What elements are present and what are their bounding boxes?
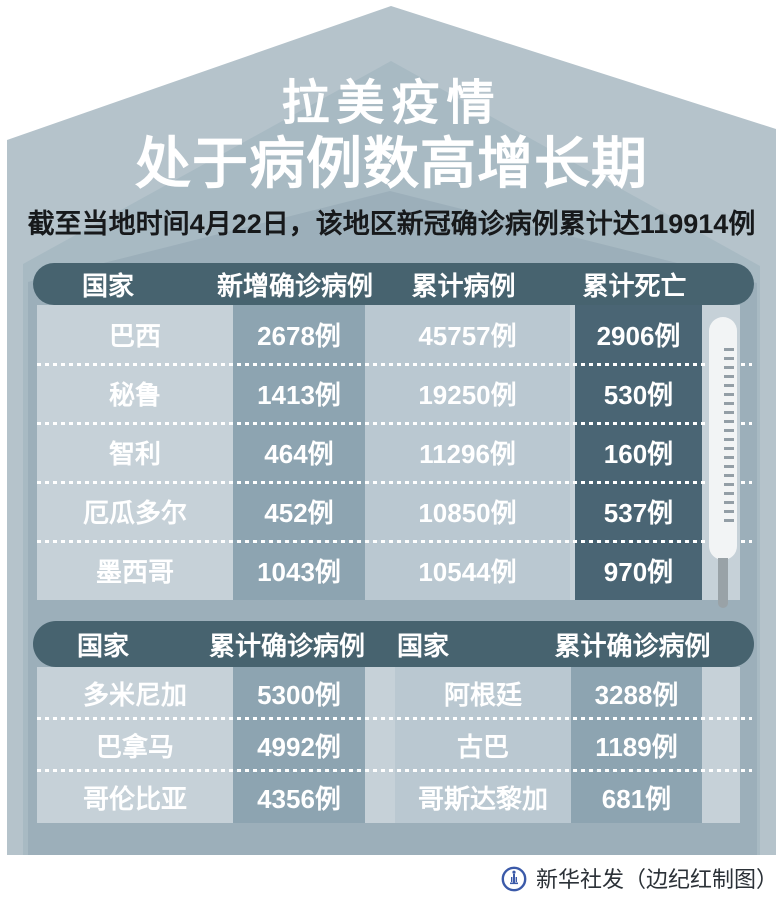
header-cell-country: 国家 bbox=[81, 270, 134, 301]
title-line-1: 拉美疫情 bbox=[281, 77, 502, 130]
row-divider bbox=[37, 717, 752, 720]
deaths-cell: 970例 bbox=[603, 557, 674, 587]
total-cases-cell: 3288例 bbox=[594, 679, 679, 710]
row-divider bbox=[37, 422, 752, 425]
total-cases-cell: 10544例 bbox=[418, 557, 517, 587]
thermometer-icon bbox=[709, 317, 737, 617]
table-row: 哥伦比亚 4356例 哥斯达黎加 681例 bbox=[37, 771, 740, 823]
thermometer-stem bbox=[718, 558, 728, 608]
table-row: 多米尼加 5300例 阿根廷 3288例 bbox=[37, 667, 740, 719]
new-cases-cell: 1413例 bbox=[257, 380, 341, 410]
country-cell: 阿根廷 bbox=[443, 679, 522, 710]
total-cases-cell: 1189例 bbox=[595, 731, 678, 762]
table-row: 厄瓜多尔 452例 10850例 537例 bbox=[37, 482, 740, 541]
new-cases-cell: 2678例 bbox=[257, 321, 341, 351]
thermometer-ticks bbox=[724, 348, 734, 524]
country-cell: 古巴 bbox=[456, 731, 509, 762]
table-row: 秘鲁 1413例 19250例 530例 bbox=[37, 364, 740, 423]
row-divider bbox=[37, 769, 752, 772]
total-cases-cell: 11296例 bbox=[419, 439, 516, 469]
column-band-total-cases bbox=[233, 667, 365, 823]
deaths-cell: 537例 bbox=[603, 498, 674, 528]
header-cell-deaths: 累计死亡 bbox=[582, 270, 687, 301]
total-cases-cell: 10850例 bbox=[418, 498, 517, 528]
page-title: 拉美疫情 处于病例数高增长期 bbox=[7, 76, 776, 196]
new-cases-cell: 464例 bbox=[264, 439, 334, 469]
secondary-table: 国家 累计确诊病例 国家 累计确诊病例 多米尼加 5300例 阿根廷 3288例… bbox=[33, 621, 754, 823]
table-row: 墨西哥 1043例 10544例 970例 bbox=[37, 541, 740, 600]
total-cases-cell: 4992例 bbox=[257, 731, 341, 762]
main-table: 国家 新增确诊病例 累计病例 累计死亡 巴西 2678例 45757例 2906… bbox=[33, 263, 754, 600]
table-row: 巴拿马 4992例 古巴 1189例 bbox=[37, 719, 740, 771]
credit-text: 新华社发（边纪红制图） bbox=[536, 867, 779, 892]
country-cell: 智利 bbox=[108, 439, 161, 469]
footer-credit: 新华社发（边纪红制图） bbox=[0, 858, 783, 900]
poster-background: 拉美疫情 处于病例数高增长期 截至当地时间4月22日，该地区新冠确诊病例累计达1… bbox=[7, 6, 776, 855]
total-cases-cell: 5300例 bbox=[257, 679, 341, 710]
column-band-total-cases bbox=[365, 305, 570, 600]
deaths-cell: 530例 bbox=[603, 380, 674, 410]
title-line-2: 处于病例数高增长期 bbox=[135, 132, 648, 195]
country-cell: 厄瓜多尔 bbox=[82, 498, 187, 528]
country-cell: 哥伦比亚 bbox=[82, 783, 187, 814]
country-cell: 秘鲁 bbox=[108, 380, 161, 410]
new-cases-cell: 1043例 bbox=[257, 557, 341, 587]
deaths-cell: 2906例 bbox=[596, 321, 681, 351]
total-cases-cell: 45757例 bbox=[418, 321, 517, 351]
table-row: 智利 464例 11296例 160例 bbox=[37, 423, 740, 482]
column-band-deaths bbox=[575, 305, 702, 600]
secondary-table-body bbox=[37, 667, 740, 823]
total-cases-cell: 19250例 bbox=[418, 380, 517, 410]
main-table-body bbox=[37, 305, 740, 600]
subtitle: 截至当地时间4月22日，该地区新冠确诊病例累计达119914例 bbox=[27, 209, 756, 239]
new-cases-cell: 452例 bbox=[264, 498, 334, 528]
column-band-country bbox=[395, 667, 571, 823]
header-cell-country: 国家 bbox=[396, 630, 449, 661]
row-divider bbox=[37, 540, 752, 543]
column-band-total-cases bbox=[571, 667, 702, 823]
country-cell: 墨西哥 bbox=[95, 557, 174, 587]
column-band-new-cases bbox=[233, 305, 365, 600]
header-cell-country: 国家 bbox=[76, 630, 129, 661]
country-cell: 哥斯达黎加 bbox=[417, 783, 548, 814]
header-cell-new-cases: 新增确诊病例 bbox=[217, 270, 374, 301]
total-cases-cell: 681例 bbox=[601, 783, 672, 814]
row-divider bbox=[37, 481, 752, 484]
deaths-cell: 160例 bbox=[603, 439, 674, 469]
table-row: 巴西 2678例 45757例 2906例 bbox=[37, 305, 740, 364]
main-table-header: 国家 新增确诊病例 累计病例 累计死亡 bbox=[33, 263, 754, 305]
secondary-table-header: 国家 累计确诊病例 国家 累计确诊病例 bbox=[33, 621, 754, 667]
country-cell: 巴西 bbox=[108, 321, 161, 351]
row-divider bbox=[37, 363, 752, 366]
country-cell: 巴拿马 bbox=[95, 731, 174, 762]
header-cell-total-cases: 累计病例 bbox=[411, 270, 516, 301]
xinhua-logo-icon bbox=[501, 866, 527, 892]
header-cell-total-cases: 累计确诊病例 bbox=[209, 630, 366, 661]
country-cell: 多米尼加 bbox=[82, 679, 187, 710]
header-cell-total-cases: 累计确诊病例 bbox=[554, 630, 711, 661]
total-cases-cell: 4356例 bbox=[257, 783, 341, 814]
